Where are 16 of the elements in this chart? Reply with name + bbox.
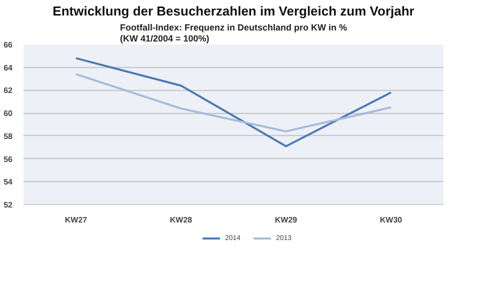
x-tick-label: KW27 [64,216,88,224]
y-tick-label: 64 [4,63,14,72]
x-tick-label: KW28 [170,216,193,224]
chart-subtitle: Footfall-Index: Frequenz in Deutschland pro KW in % (KW 41/2004 = 100%) [120,22,347,44]
y-tick-label: 54 [4,178,14,187]
y-tick-label: 62 [4,86,14,96]
x-tick-label: KW30 [380,216,403,224]
x-tick-label: KW29 [274,216,298,224]
y-tick-label: 66 [4,40,14,50]
line-series [75,73,392,132]
line-series [75,57,392,148]
chart-title: Entwicklung der Besucherzahlen im Vergleich zum Vorjahr [52,4,414,18]
y-tick-label: 60 [4,109,14,118]
y-tick-label: 52 [4,200,14,210]
y-tick-label: 58 [4,132,14,141]
y-tick-label: 56 [4,154,14,164]
